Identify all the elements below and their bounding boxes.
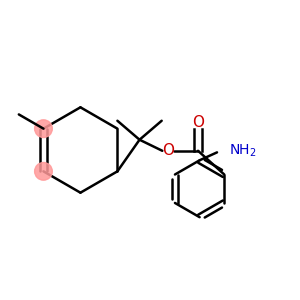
Circle shape [34,163,52,180]
Circle shape [34,120,52,137]
Text: O: O [192,116,204,130]
Text: NH$_2$: NH$_2$ [229,142,257,159]
Text: O: O [162,143,174,158]
